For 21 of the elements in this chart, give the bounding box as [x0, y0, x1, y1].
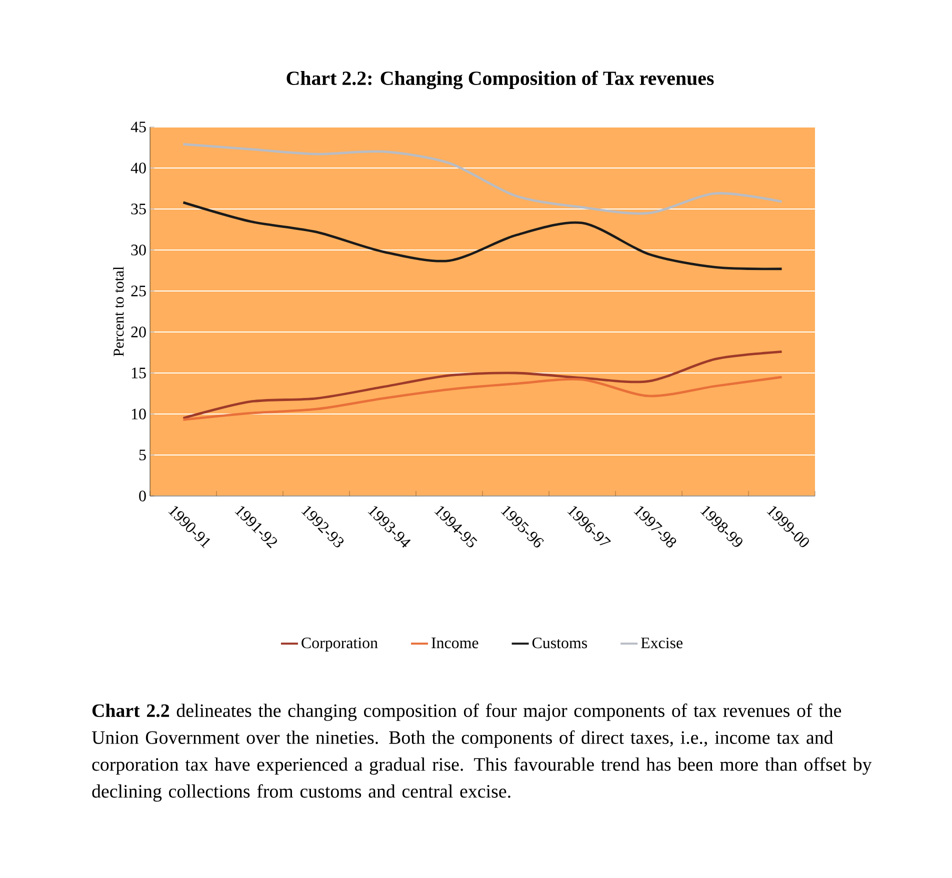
- y-tick-label: 45: [130, 122, 146, 132]
- legend-label: Corporation: [302, 638, 378, 652]
- text: Chart 2.2 delineates the changing composition of four major components of tax revenues of the Union Government over the nineties. Both the components of direct taxes, i.e., income tax and corporation tax have experienced a gradual rise. This favourable trend has been more than offset by declining collections from customs and central excise.: [92, 704, 872, 802]
- y-tick-label: 35: [131, 204, 146, 214]
- line-series: [182, 143, 783, 215]
- y-tick-label: 30: [131, 244, 146, 256]
- y-tick-label: 0: [139, 490, 146, 502]
- line-series: [182, 350, 783, 420]
- chart-title: Chart 2.2: Changing Composition of Tax revenues: [286, 70, 714, 90]
- y-tick-label: 25: [131, 286, 146, 296]
- line-series: [182, 376, 783, 421]
- y-tick-label: 10: [132, 408, 146, 420]
- line-series: [182, 201, 783, 270]
- legend-label: Excise: [641, 638, 682, 648]
- y-tick-label: 40: [130, 162, 146, 174]
- y-tick-label: 15: [132, 368, 146, 378]
- y-axis-title: Percent to total: [113, 266, 124, 356]
- y-tick-label: 20: [131, 326, 146, 338]
- legend-label: Customs: [532, 638, 587, 648]
- y-tick-label: 5: [139, 450, 146, 460]
- legend-label: Income: [432, 638, 478, 648]
